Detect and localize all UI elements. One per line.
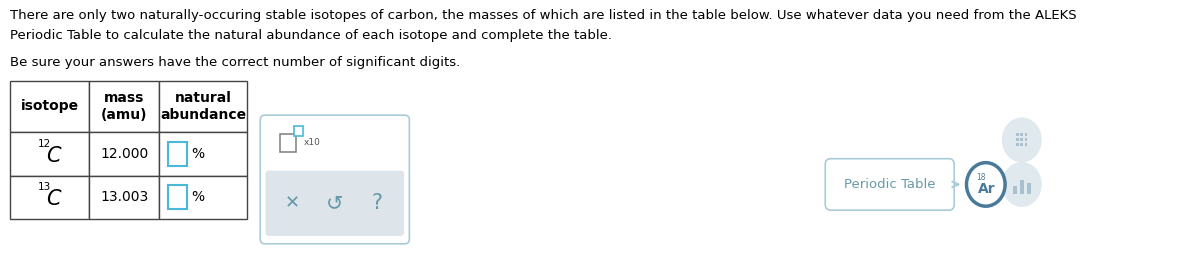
- Bar: [160, 80, 247, 132]
- Bar: [89, 80, 160, 132]
- Text: Periodic Table: Periodic Table: [844, 178, 936, 191]
- Bar: [1020, 180, 1025, 194]
- Text: 12: 12: [37, 139, 52, 149]
- Bar: [160, 132, 247, 175]
- Text: 12.000: 12.000: [100, 147, 149, 161]
- Bar: [168, 185, 187, 209]
- Bar: [1020, 134, 1024, 136]
- Text: mass
(amu): mass (amu): [101, 91, 148, 122]
- Text: ↺: ↺: [326, 193, 343, 213]
- Circle shape: [1002, 118, 1042, 162]
- Bar: [1016, 134, 1019, 136]
- Text: C: C: [46, 189, 60, 209]
- Text: Be sure your answers have the correct number of significant digits.: Be sure your answers have the correct nu…: [10, 56, 461, 69]
- Text: %: %: [191, 147, 204, 161]
- Text: 18: 18: [977, 173, 986, 182]
- Circle shape: [966, 163, 1006, 206]
- Text: %: %: [191, 190, 204, 204]
- Bar: [1025, 138, 1027, 141]
- Bar: [1025, 143, 1027, 146]
- Text: isotope: isotope: [20, 99, 79, 113]
- FancyBboxPatch shape: [826, 159, 954, 210]
- Text: Ar: Ar: [978, 182, 996, 196]
- Bar: [89, 132, 160, 175]
- Bar: [168, 142, 187, 166]
- FancyBboxPatch shape: [265, 171, 404, 236]
- Text: x10: x10: [304, 138, 320, 147]
- Text: ✕: ✕: [286, 194, 300, 212]
- Bar: [294, 126, 304, 136]
- Circle shape: [1002, 163, 1042, 206]
- Bar: [1020, 143, 1024, 146]
- Text: natural
abundance: natural abundance: [160, 91, 246, 122]
- Bar: [1027, 184, 1032, 194]
- Text: 13.003: 13.003: [100, 190, 149, 204]
- FancyBboxPatch shape: [260, 115, 409, 244]
- Bar: [89, 175, 160, 219]
- Text: 13: 13: [37, 183, 52, 193]
- Text: C: C: [46, 146, 60, 166]
- Bar: [1016, 138, 1019, 141]
- Text: Periodic Table to calculate the natural abundance of each isotope and complete t: Periodic Table to calculate the natural …: [10, 29, 612, 42]
- Bar: [10, 132, 89, 175]
- Bar: [160, 175, 247, 219]
- Bar: [1016, 143, 1019, 146]
- Bar: [1013, 186, 1018, 194]
- Bar: [10, 175, 89, 219]
- Bar: [281, 134, 296, 152]
- Bar: [10, 80, 89, 132]
- Text: ?: ?: [371, 193, 383, 213]
- Text: There are only two naturally-occuring stable isotopes of carbon, the masses of w: There are only two naturally-occuring st…: [10, 9, 1076, 22]
- Bar: [1020, 138, 1024, 141]
- Bar: [1025, 134, 1027, 136]
